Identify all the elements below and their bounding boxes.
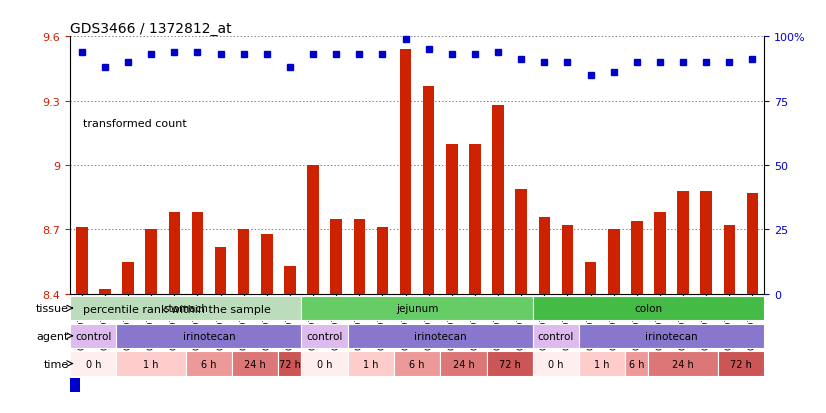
Bar <box>70 296 301 320</box>
Bar <box>377 228 388 294</box>
Text: transformed count: transformed count <box>83 119 188 129</box>
Text: jejunum: jejunum <box>396 303 439 313</box>
Bar <box>186 351 232 376</box>
Bar <box>76 228 88 294</box>
Bar <box>330 219 342 294</box>
Bar <box>585 262 596 294</box>
Bar <box>301 296 533 320</box>
Text: 6 h: 6 h <box>629 358 644 369</box>
Text: 72 h: 72 h <box>499 358 520 369</box>
Text: 0 h: 0 h <box>86 358 101 369</box>
Text: control: control <box>75 331 112 341</box>
Bar <box>122 262 134 294</box>
Bar <box>99 290 111 294</box>
Bar <box>400 50 411 294</box>
Bar <box>446 144 458 294</box>
Bar <box>145 230 157 294</box>
Bar <box>677 191 689 294</box>
Bar <box>192 213 203 294</box>
Bar <box>70 324 116 348</box>
Bar <box>278 351 301 376</box>
Bar <box>579 351 625 376</box>
Text: 72 h: 72 h <box>730 358 752 369</box>
Bar <box>261 234 273 294</box>
Bar <box>116 351 186 376</box>
Text: 0 h: 0 h <box>548 358 563 369</box>
Text: time: time <box>44 358 69 369</box>
Bar <box>307 166 319 294</box>
Bar <box>487 351 533 376</box>
Bar <box>394 351 440 376</box>
Text: irinotecan: irinotecan <box>183 331 235 341</box>
Bar <box>533 296 764 320</box>
Text: 24 h: 24 h <box>453 358 474 369</box>
Text: control: control <box>538 331 574 341</box>
Bar <box>232 351 278 376</box>
Text: 1 h: 1 h <box>595 358 610 369</box>
Bar <box>539 217 550 294</box>
Bar <box>169 213 180 294</box>
Text: GDS3466 / 1372812_at: GDS3466 / 1372812_at <box>70 22 232 36</box>
Text: 24 h: 24 h <box>672 358 694 369</box>
Text: 24 h: 24 h <box>244 358 266 369</box>
Bar <box>533 351 579 376</box>
Bar <box>648 351 718 376</box>
Bar <box>301 324 348 348</box>
Bar <box>284 266 296 294</box>
Bar <box>348 351 394 376</box>
Bar <box>348 324 533 348</box>
Bar <box>70 41 80 207</box>
Text: 0 h: 0 h <box>317 358 332 369</box>
Bar <box>70 351 116 376</box>
Bar <box>116 324 301 348</box>
Text: 6 h: 6 h <box>202 358 216 369</box>
Text: 72 h: 72 h <box>279 358 301 369</box>
Bar <box>747 193 758 294</box>
Bar <box>515 189 527 294</box>
Text: colon: colon <box>634 303 662 313</box>
Bar <box>608 230 620 294</box>
Text: control: control <box>306 331 343 341</box>
Bar <box>654 213 666 294</box>
Bar <box>354 219 365 294</box>
Text: 1 h: 1 h <box>144 358 159 369</box>
Bar <box>301 351 348 376</box>
Bar <box>562 225 573 294</box>
Bar <box>238 230 249 294</box>
Bar <box>492 106 504 294</box>
Bar <box>724 225 735 294</box>
Text: agent: agent <box>36 331 69 341</box>
Text: percentile rank within the sample: percentile rank within the sample <box>83 305 271 315</box>
Bar <box>625 351 648 376</box>
Bar <box>579 324 764 348</box>
Bar <box>533 324 579 348</box>
Text: 6 h: 6 h <box>410 358 425 369</box>
Bar <box>215 247 226 294</box>
Bar <box>700 191 712 294</box>
Text: irinotecan: irinotecan <box>645 331 698 341</box>
Bar <box>469 144 481 294</box>
Bar <box>70 227 80 392</box>
Text: stomach: stomach <box>164 303 208 313</box>
Bar <box>423 86 434 294</box>
Text: irinotecan: irinotecan <box>414 331 467 341</box>
Text: 1 h: 1 h <box>363 358 378 369</box>
Bar <box>631 221 643 294</box>
Bar <box>718 351 764 376</box>
Bar <box>440 351 487 376</box>
Text: tissue: tissue <box>36 303 69 313</box>
